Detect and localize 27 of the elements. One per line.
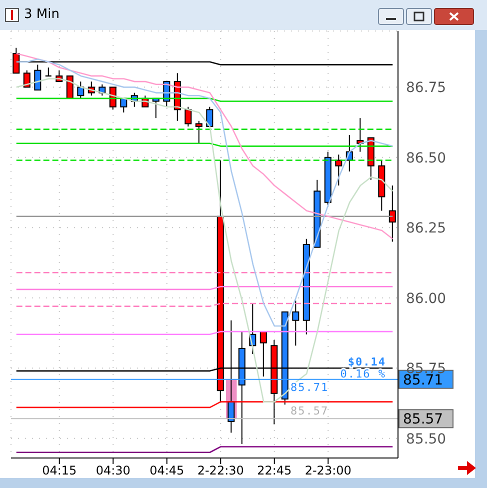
candlestick	[12, 47, 20, 74]
chart-title: 3 Min	[24, 7, 60, 22]
x-tick-label: 04:30	[96, 464, 130, 478]
ref-line-label: 85.57	[403, 412, 444, 428]
annotation: 85.57	[290, 404, 329, 418]
candlestick	[109, 86, 116, 110]
annotation: $0.14	[348, 355, 386, 368]
candlestick	[77, 81, 84, 99]
candlestick	[292, 300, 300, 346]
y-tick-label: 86.75	[406, 80, 446, 96]
candlestick	[335, 154, 342, 186]
candlestick	[184, 106, 192, 128]
y-tick-label: 86.25	[406, 220, 446, 237]
candlestick	[23, 70, 30, 88]
candlestick	[34, 64, 42, 90]
annotation: 85.71	[290, 381, 329, 394]
y-tick-label: 86.50	[406, 150, 446, 166]
x-tick-label: 2-23:00	[304, 464, 352, 478]
y-tick-label: 86.00	[406, 290, 446, 307]
x-tick-label: 04:15	[42, 464, 77, 478]
candlestick	[206, 106, 214, 128]
candlestick	[195, 120, 202, 144]
x-tick-label: 04:45	[150, 464, 184, 478]
x-tick-label: 22:45	[257, 464, 292, 478]
annotation: 0.16 %	[340, 367, 386, 380]
x-tick-label: 2-22:30	[197, 464, 244, 478]
y-tick-label: 85.50	[406, 431, 446, 448]
